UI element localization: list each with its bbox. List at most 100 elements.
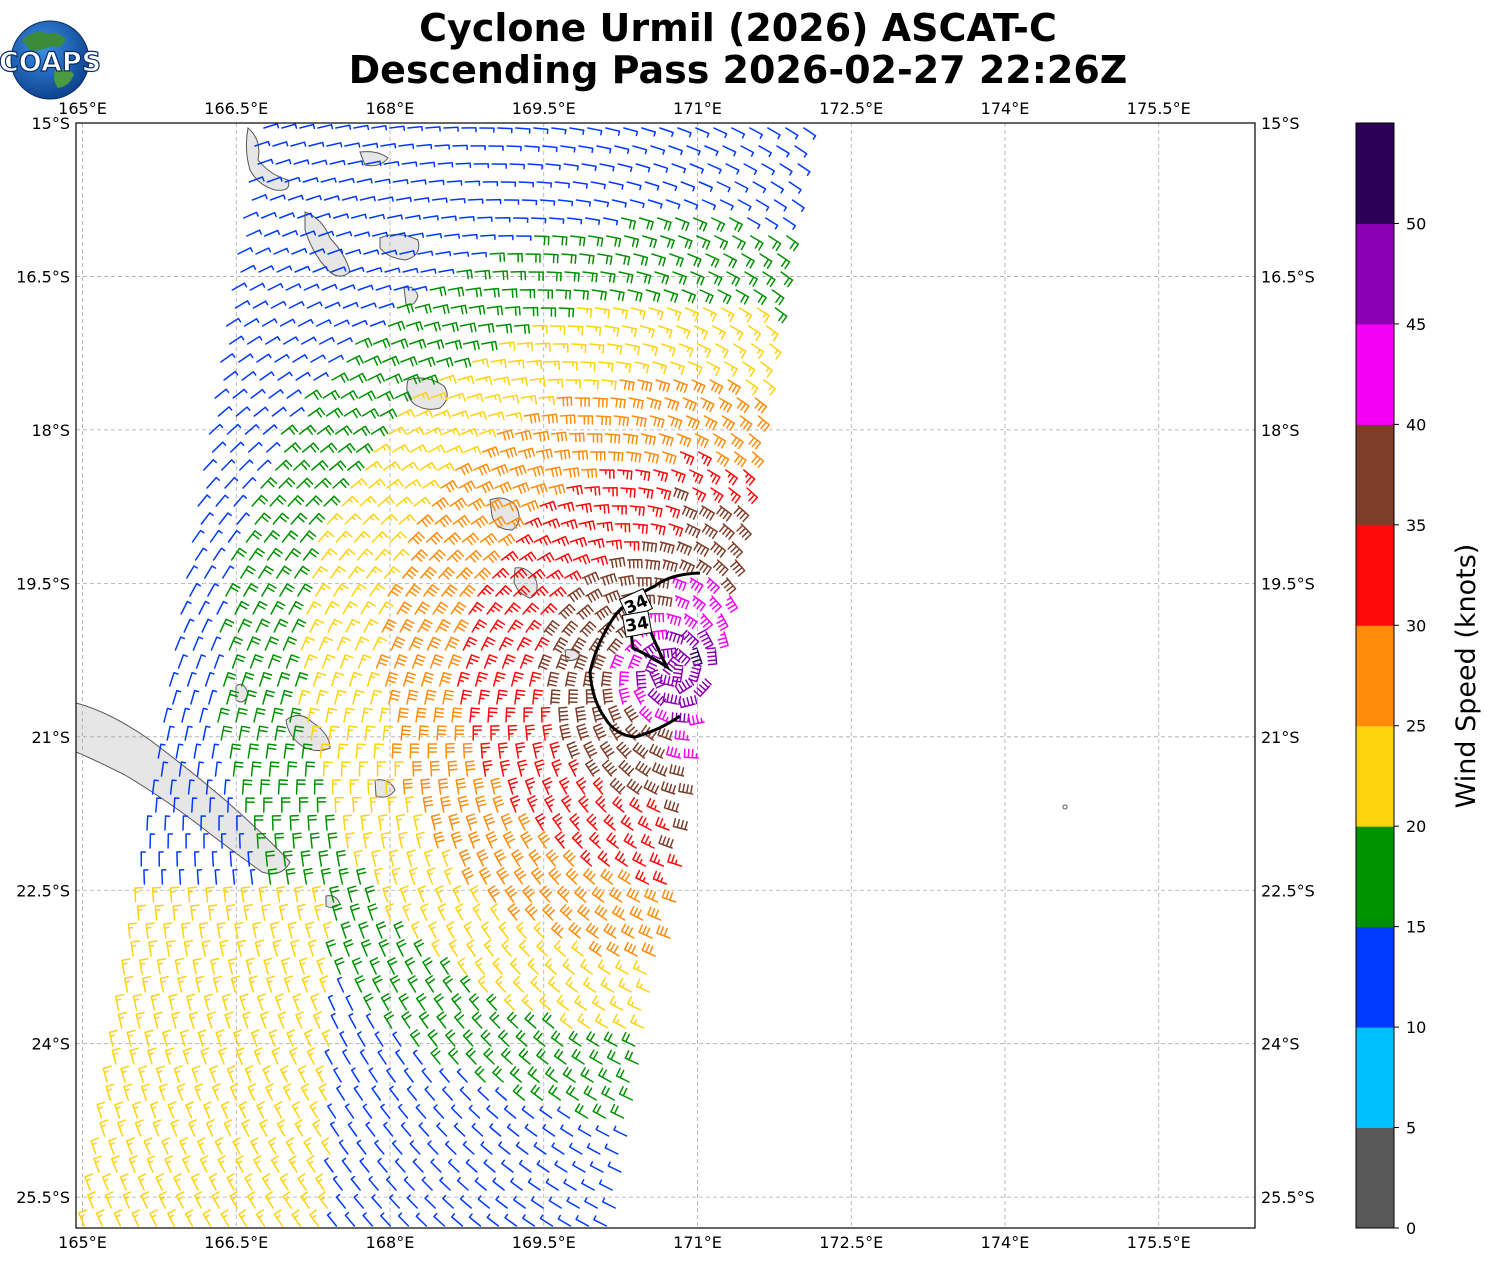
wind-barb — [249, 654, 264, 669]
wind-barb — [267, 1137, 277, 1155]
lon-tick-label-top: 174°E — [981, 99, 1030, 118]
wind-barb — [159, 975, 169, 993]
wind-barb — [639, 594, 656, 605]
wind-barb — [774, 307, 788, 324]
wind-barb — [681, 289, 697, 304]
wind-barb — [438, 566, 455, 580]
wind-barb — [635, 869, 650, 885]
wind-barb — [613, 1125, 628, 1137]
wind-barb — [615, 623, 634, 639]
wind-barb — [550, 689, 561, 705]
lat-tick-label-left: 24°S — [31, 1035, 70, 1054]
wind-barb — [110, 1155, 120, 1173]
wind-barb — [714, 343, 729, 359]
wind-barb — [557, 501, 575, 512]
wind-barb — [413, 496, 431, 507]
wind-barb — [525, 619, 542, 633]
wind-barb — [417, 250, 434, 256]
wind-barb — [568, 1030, 582, 1047]
wind-barb — [146, 815, 153, 831]
wind-barb — [571, 831, 583, 849]
wind-barb — [334, 957, 345, 975]
wind-barb — [406, 849, 416, 867]
wind-barb — [356, 548, 374, 561]
wind-barb — [568, 759, 579, 777]
wind-barb — [430, 1047, 441, 1065]
wind-barb — [374, 548, 392, 561]
wind-barb — [779, 163, 793, 176]
wind-barb — [413, 939, 425, 957]
wind-barb — [238, 725, 251, 741]
wind-barb — [724, 361, 738, 377]
wind-barb — [443, 126, 459, 133]
wind-barb — [393, 285, 410, 291]
wind-barb — [660, 343, 676, 357]
wind-barb — [447, 760, 458, 777]
wind-barb — [650, 145, 666, 155]
wind-barb — [468, 1104, 481, 1119]
wind-barb — [241, 371, 257, 381]
wind-barb — [415, 831, 425, 849]
wind-barb — [746, 217, 761, 230]
wind-barb — [298, 797, 309, 813]
wind-barb — [441, 321, 459, 333]
wind-barb — [603, 814, 616, 831]
wind-barb — [524, 1012, 537, 1029]
wind-barb — [424, 1086, 436, 1101]
wind-barb — [509, 957, 521, 975]
wind-barb — [503, 199, 520, 205]
wind-barb — [635, 978, 651, 993]
wind-barb — [362, 1103, 373, 1119]
wind-barb — [516, 636, 532, 651]
wind-barb — [689, 469, 704, 484]
wind-barb — [586, 813, 598, 831]
wind-barb — [719, 523, 735, 540]
wind-barb — [509, 1066, 522, 1083]
colorbar-segment — [1356, 1027, 1394, 1129]
wind-barb — [500, 550, 519, 562]
lat-tick-label-right: 19.5°S — [1261, 574, 1315, 593]
wind-barb — [464, 180, 481, 187]
wind-barb — [675, 595, 690, 610]
wind-barb — [499, 759, 510, 777]
wind-barb — [515, 742, 526, 759]
wind-barb — [338, 867, 349, 885]
wind-barb — [238, 833, 245, 849]
wind-barb — [144, 1029, 154, 1047]
wind-barb — [553, 1048, 567, 1065]
wind-barb — [515, 921, 527, 939]
wind-barb — [261, 318, 278, 327]
wind-barb — [588, 235, 604, 247]
wind-barb — [612, 607, 630, 622]
wind-barb — [545, 466, 562, 478]
wind-barb — [736, 397, 750, 414]
wind-barb — [175, 1191, 185, 1209]
wind-barb — [510, 568, 528, 579]
wind-barb — [401, 461, 419, 471]
wind-barb — [258, 671, 273, 687]
wind-barb — [507, 777, 518, 795]
wind-barb — [311, 885, 321, 903]
wind-barb — [518, 1159, 532, 1173]
wind-barb — [282, 336, 299, 345]
wind-barb — [242, 211, 259, 219]
wind-barb — [487, 707, 498, 723]
wind-barb — [518, 939, 530, 957]
wind-barb — [556, 1106, 571, 1119]
wind-barb — [382, 725, 394, 741]
wind-barb — [140, 1083, 150, 1101]
wind-barb — [606, 343, 623, 355]
wind-barb — [300, 850, 311, 867]
wind-barb — [322, 761, 334, 777]
wind-barb — [228, 335, 245, 345]
wind-barb — [371, 125, 388, 131]
wind-barb — [391, 867, 401, 885]
wind-barb — [431, 497, 449, 510]
wind-barb — [468, 601, 485, 615]
lon-tick-label-bottom: 174°E — [981, 1233, 1030, 1252]
wind-barb — [384, 903, 394, 921]
wind-barb — [385, 778, 395, 795]
wind-barb — [418, 1122, 430, 1137]
wind-barb — [657, 726, 673, 741]
wind-barb — [558, 603, 576, 620]
